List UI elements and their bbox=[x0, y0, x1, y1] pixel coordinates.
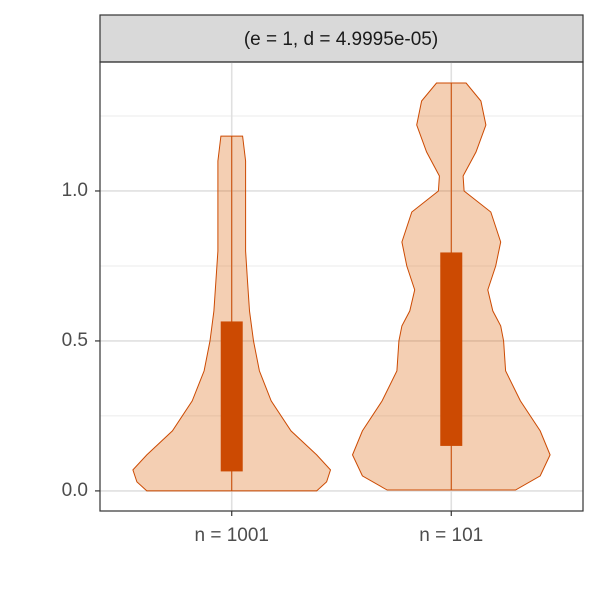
box bbox=[220, 321, 243, 472]
y-tick-label: 0.5 bbox=[62, 330, 88, 351]
strip-background bbox=[99, 14, 584, 63]
y-tick-label: 1.0 bbox=[62, 180, 88, 201]
x-tick-label: n = 1001 bbox=[194, 525, 269, 546]
box bbox=[440, 252, 463, 446]
x-tick-label: n = 101 bbox=[419, 525, 483, 546]
y-tick-label: 0.0 bbox=[62, 480, 88, 501]
panel-border bbox=[99, 61, 584, 512]
strip-label: (e = 1, d = 4.9995e-05) bbox=[244, 29, 438, 50]
